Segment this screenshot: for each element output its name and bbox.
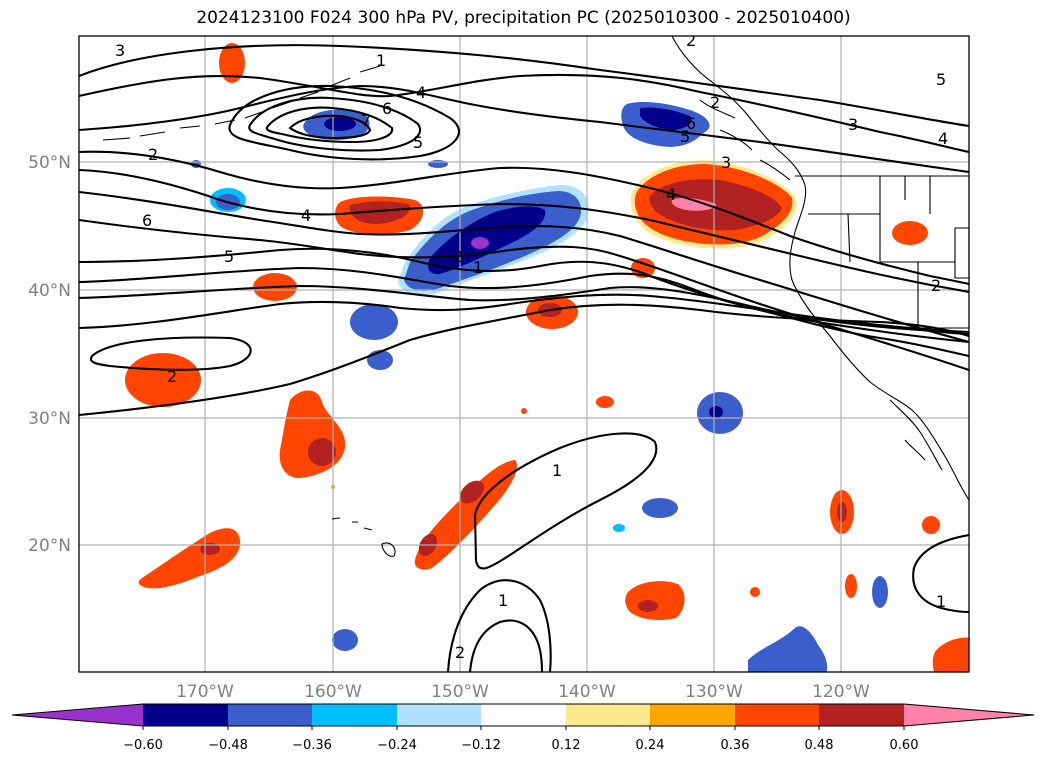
colorbar: −0.60 −0.48 −0.36 −0.24 −0.12 0.12 0.24 …	[11, 703, 1035, 753]
contour-label: 4	[938, 129, 948, 148]
colorbar-extend-max	[904, 704, 1034, 726]
lon-label-150w: 150°W	[431, 682, 489, 702]
pv-contour-labels: 3 1 2 4 5 6 7 2 6 4 5 6 5 2 2 3 4 5 3 4 …	[115, 31, 948, 662]
contour-label: 2	[148, 145, 158, 164]
colorbar-segment	[228, 704, 312, 726]
contour-label: 2	[931, 276, 941, 295]
contour-label: 2	[455, 643, 465, 662]
positive-anomaly-regions	[125, 43, 969, 672]
neg-region-small-5	[642, 498, 678, 518]
neg-region-small-2	[350, 304, 398, 340]
colorbar-segment	[735, 704, 819, 726]
pos-region-small-6	[892, 221, 928, 245]
lon-label-140w: 140°W	[558, 682, 616, 702]
contour-label: 2	[453, 247, 463, 266]
lon-label-170w: 170°W	[176, 682, 234, 702]
pos-region-small-4	[125, 353, 201, 407]
lon-label-120w: 120°W	[812, 682, 870, 702]
colorbar-extend-min	[12, 704, 143, 726]
lat-label-20n: 20°N	[28, 536, 71, 556]
colorbar-segment	[397, 704, 481, 726]
colorbar-tick-label: −0.48	[208, 738, 248, 753]
contour-label: 5	[224, 247, 234, 266]
contour-label: 4	[301, 206, 311, 225]
aleutian-islands	[102, 65, 381, 141]
pv-contours	[79, 44, 969, 672]
contour-label: 3	[848, 115, 858, 134]
colorbar-segment	[312, 704, 397, 726]
contour-label: 1	[473, 258, 483, 277]
pos-region-small-11	[750, 587, 760, 597]
contour-label: 2	[167, 367, 177, 386]
colorbar-segment	[143, 704, 228, 726]
pos-region-southwest	[138, 528, 241, 589]
map-title: 2024123100 F024 300 hPa PV, precipitatio…	[196, 8, 851, 28]
north-america-coast	[671, 36, 969, 501]
contour-label: 5	[936, 70, 946, 89]
colorbar-tick-label: 0.48	[805, 738, 834, 753]
baja-coast	[889, 399, 943, 471]
graticule	[79, 36, 969, 672]
contour-label: 1	[552, 461, 562, 480]
lon-label-160w: 160°W	[304, 682, 362, 702]
colorbar-segment	[819, 704, 904, 726]
colorbar-tick-label: −0.24	[377, 738, 417, 753]
pos-region-small-8	[845, 574, 857, 598]
contour-label: 1	[498, 591, 508, 610]
pos-region-small-5	[219, 43, 245, 83]
longitude-labels: 170°W 160°W 150°W 140°W 130°W 120°W	[176, 682, 870, 702]
neg-region-southeast	[748, 626, 828, 672]
pos-region-small-10	[596, 396, 614, 408]
colorbar-tick-label: 0.60	[890, 738, 919, 753]
colorbar-tick-label: 0.24	[636, 738, 665, 753]
colorbar-segment	[566, 704, 650, 726]
contour-label: 7	[361, 111, 371, 130]
contour-label: 6	[142, 211, 152, 230]
colorbar-tick-label: 0.36	[721, 738, 750, 753]
contour-label: 6	[686, 114, 696, 133]
colorbar-segment	[650, 704, 735, 726]
contour-label: 3	[721, 153, 731, 172]
map-plot-area: 3 1 2 4 5 6 7 2 6 4 5 6 5 2 2 3 4 5 3 4 …	[79, 31, 969, 672]
pos-region-small-3	[631, 258, 655, 278]
contour-label: 4	[666, 185, 676, 204]
colorbar-tick-label: 0.12	[552, 738, 581, 753]
pos-region-southeast-corner	[932, 637, 969, 672]
colorbar-tick-label: −0.60	[123, 738, 163, 753]
contour-label: 1	[376, 51, 386, 70]
pos-region-south-central	[625, 581, 685, 620]
neg-region-small-6	[332, 629, 358, 651]
pos-region-diagonal-band	[414, 460, 518, 570]
lon-label-130w: 130°W	[685, 682, 743, 702]
plot-frame	[78, 35, 970, 673]
neg-region-small-3	[367, 350, 393, 370]
contour-label: 5	[680, 127, 690, 146]
lat-label-50n: 50°N	[28, 153, 71, 173]
latitude-labels: 50°N 40°N 30°N 20°N	[28, 153, 71, 556]
contour-label: 5	[413, 133, 423, 152]
contour-label: 3	[115, 41, 125, 60]
contour-label: 2	[686, 31, 696, 50]
lat-label-30n: 30°N	[28, 409, 71, 429]
pos-region-small-9	[922, 516, 940, 534]
lat-label-40n: 40°N	[28, 281, 71, 301]
neg-region-small-7	[872, 576, 888, 608]
contour-label: 1	[936, 592, 946, 611]
contour-label: 4	[416, 83, 426, 102]
coastlines	[102, 36, 969, 557]
contour-label: 2	[710, 93, 720, 112]
negative-anomaly-regions	[191, 102, 888, 672]
colorbar-tick-label: −0.36	[292, 738, 332, 753]
contour-label: 6	[382, 99, 392, 118]
colorbar-segment	[481, 704, 566, 726]
hawaii-islands	[331, 517, 396, 557]
colorbar-tick-label: −0.12	[461, 738, 501, 753]
